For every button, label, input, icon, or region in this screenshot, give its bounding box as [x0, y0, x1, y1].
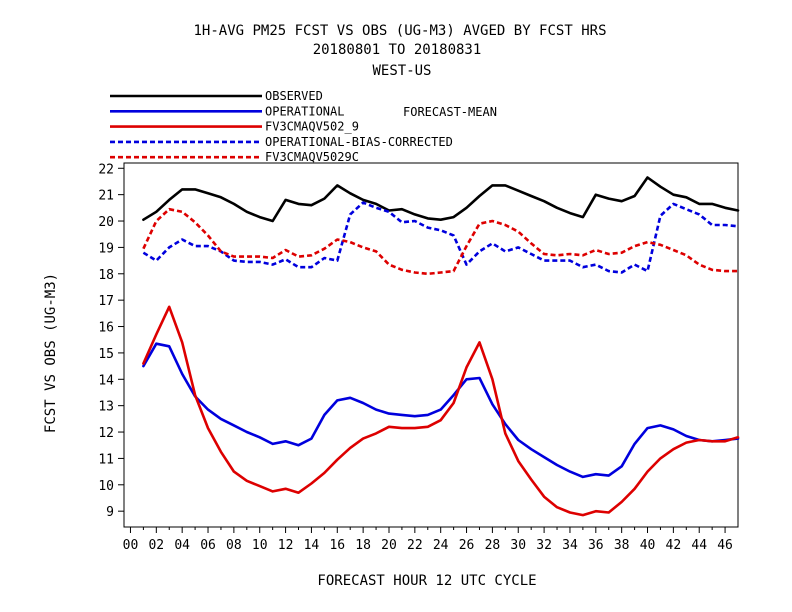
- x-tick-label: 12: [278, 538, 294, 553]
- x-tick-label: 34: [562, 538, 578, 553]
- series-line-1: [142, 176, 740, 223]
- series-line-4: [142, 201, 739, 274]
- y-tick-label: 19: [98, 241, 114, 256]
- y-tick-label: 15: [98, 347, 114, 362]
- y-axis-label: FCST VS OBS (UG-M3): [43, 273, 59, 433]
- y-tick-label: 16: [98, 321, 114, 336]
- chart-subtitle: 20180801 TO 20180831: [313, 42, 482, 58]
- x-axis: 00 02 04 06 08 10 12 14 16 18 20 22 24 26 28 30 32 34 36 38…: [123, 527, 733, 553]
- legend-entry: OBSERVED: [265, 89, 323, 103]
- x-axis-label: FORECAST HOUR 12 UTC CYCLE: [317, 573, 536, 589]
- x-tick-label: 18: [355, 538, 371, 553]
- series-layer: [142, 176, 740, 517]
- legend-entry: OPERATIONAL-BIAS-CORRECTED: [265, 135, 453, 149]
- x-tick-label: 08: [226, 538, 242, 553]
- x-tick-label: 40: [640, 538, 656, 553]
- x-tick-label: 14: [304, 538, 320, 553]
- x-tick-label: 10: [252, 538, 268, 553]
- x-tick-label: 44: [691, 538, 707, 553]
- y-tick-label: 10: [98, 479, 114, 494]
- legend-entry: FV3CMAQV5029C: [265, 150, 359, 164]
- y-axis: 9 10 11 12 13 14 15 16 17 18 19 20 21 22: [98, 162, 124, 520]
- x-tick-label: 26: [459, 538, 475, 553]
- legend-note: FORECAST-MEAN: [403, 105, 497, 119]
- chart-title: 1H-AVG PM25 FCST VS OBS (UG-M3) AVGED BY…: [193, 23, 606, 39]
- x-tick-label: 42: [666, 538, 682, 553]
- y-tick-label: 9: [106, 505, 114, 520]
- x-tick-label: 04: [174, 538, 190, 553]
- y-tick-label: 21: [98, 189, 114, 204]
- y-tick-label: 20: [98, 215, 114, 230]
- x-tick-label: 06: [200, 538, 216, 553]
- y-tick-label: 11: [98, 452, 114, 467]
- chart-region: WEST-US: [372, 63, 431, 79]
- y-tick-label: 18: [98, 268, 114, 283]
- x-tick-label: 20: [381, 538, 397, 553]
- x-tick-label: 32: [536, 538, 552, 553]
- x-tick-label: 30: [510, 538, 526, 553]
- x-tick-label: 38: [614, 538, 630, 553]
- y-tick-label: 17: [98, 294, 114, 309]
- y-tick-label: 14: [98, 373, 114, 388]
- x-tick-label: 22: [407, 538, 423, 553]
- plot-frame: [123, 162, 739, 528]
- x-tick-label: 46: [717, 538, 733, 553]
- series-line-3: [142, 305, 740, 517]
- legend-entry: FV3CMAQV502_9: [265, 120, 359, 134]
- x-tick-label: 24: [433, 538, 449, 553]
- x-tick-label: 28: [485, 538, 501, 553]
- y-tick-label: 12: [98, 426, 114, 441]
- x-tick-label: 36: [588, 538, 604, 553]
- legend-entry: OPERATIONAL: [265, 104, 344, 118]
- x-tick-label: 16: [329, 538, 345, 553]
- x-tick-label: 02: [148, 538, 164, 553]
- series-line-5: [142, 207, 738, 276]
- series-line-2: [142, 342, 740, 479]
- x-tick-label: 00: [123, 538, 139, 553]
- y-tick-label: 13: [98, 400, 114, 415]
- y-tick-label: 22: [98, 162, 114, 177]
